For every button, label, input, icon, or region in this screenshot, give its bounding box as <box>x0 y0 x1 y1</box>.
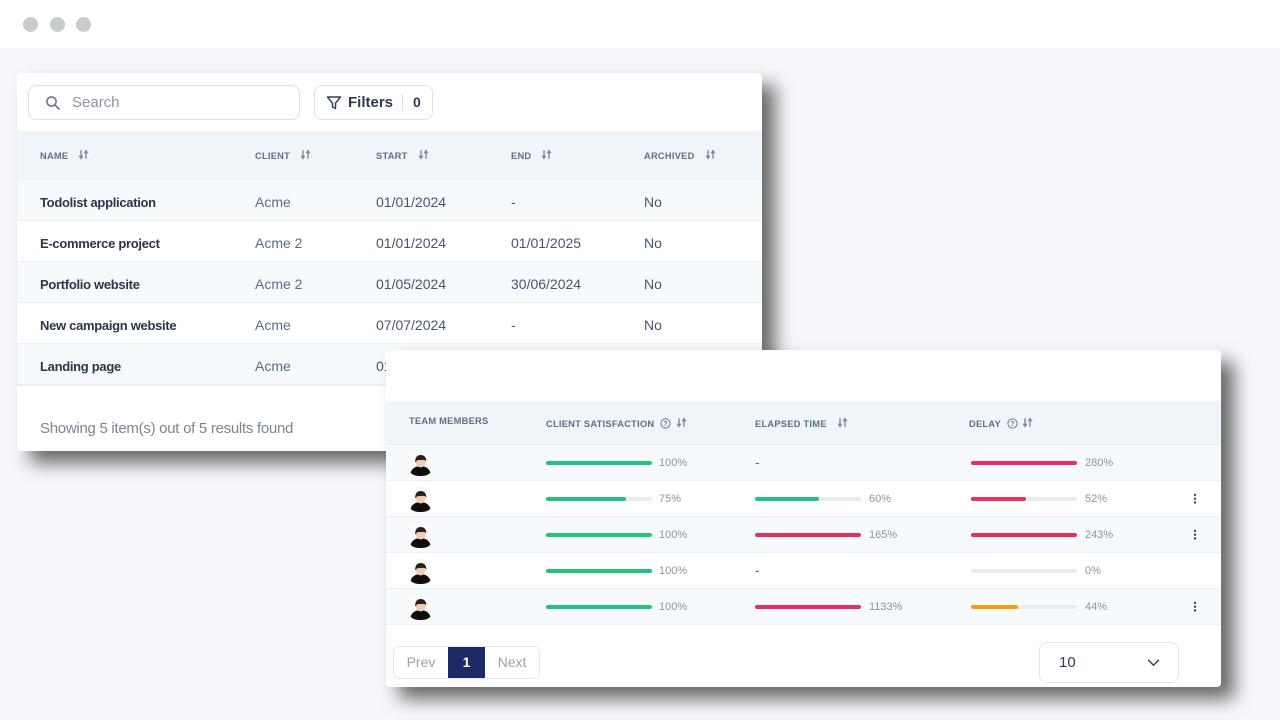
svg-text:?: ? <box>1010 421 1015 428</box>
svg-text:?: ? <box>663 421 668 428</box>
